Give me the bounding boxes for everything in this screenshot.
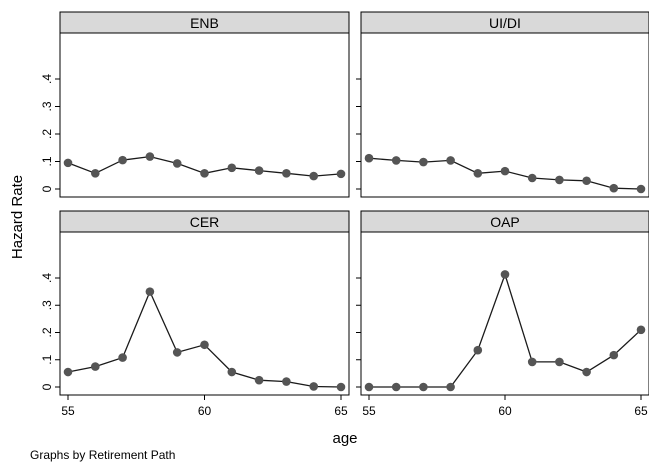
y-tick-label: .3 bbox=[40, 300, 54, 310]
data-point bbox=[364, 153, 374, 163]
x-tick-label: 60 bbox=[498, 404, 512, 418]
data-point bbox=[527, 173, 537, 183]
data-point bbox=[91, 362, 100, 371]
y-tick-label: .3 bbox=[40, 101, 54, 111]
data-point bbox=[419, 157, 428, 167]
data-point bbox=[391, 382, 401, 392]
data-point bbox=[555, 175, 564, 185]
y-tick-label: .2 bbox=[40, 327, 54, 337]
data-point bbox=[227, 163, 237, 173]
panel-cer: CER 0 .1 .2 .3 .4 55 60 65 bbox=[40, 210, 350, 418]
data-point bbox=[419, 382, 428, 392]
data-point bbox=[364, 382, 374, 392]
data-point bbox=[172, 159, 182, 168]
data-point bbox=[200, 169, 209, 178]
data-point bbox=[200, 340, 209, 350]
data-point bbox=[446, 156, 455, 165]
y-tick-label: .4 bbox=[40, 273, 54, 283]
data-point bbox=[582, 367, 591, 377]
y-tick-label: .1 bbox=[40, 156, 54, 166]
y-tick-label: .4 bbox=[40, 74, 54, 84]
data-point bbox=[446, 382, 455, 392]
x-axis-title: age bbox=[332, 430, 357, 447]
data-point bbox=[609, 183, 619, 193]
data-point bbox=[254, 375, 264, 385]
data-point bbox=[63, 158, 73, 168]
data-point bbox=[336, 382, 346, 392]
data-point bbox=[527, 357, 537, 367]
data-point bbox=[254, 166, 264, 175]
panel-ui-di: UI/DI bbox=[356, 11, 649, 198]
data-point bbox=[500, 270, 510, 279]
data-point bbox=[282, 377, 291, 386]
x-tick-label: 60 bbox=[198, 404, 212, 418]
y-tick-label: .1 bbox=[40, 354, 54, 364]
y-tick-label: 0 bbox=[40, 383, 54, 390]
data-point bbox=[636, 184, 646, 194]
plot-area bbox=[360, 231, 649, 396]
plot-area bbox=[59, 231, 350, 396]
y-axis-title: Hazard Rate bbox=[9, 175, 26, 259]
data-point bbox=[145, 152, 155, 161]
data-point bbox=[391, 156, 401, 165]
panel-title: CER bbox=[190, 214, 220, 230]
data-point bbox=[145, 287, 155, 296]
data-point bbox=[309, 382, 319, 391]
x-tick-label: 55 bbox=[61, 404, 75, 418]
data-point bbox=[282, 169, 291, 178]
data-point bbox=[555, 357, 564, 367]
data-point bbox=[118, 155, 127, 165]
data-point bbox=[582, 176, 591, 186]
panel-enb: ENB 0 .1 .2 .3 .4 bbox=[40, 11, 350, 198]
data-point bbox=[63, 367, 73, 377]
data-point bbox=[118, 353, 127, 362]
panel-title: ENB bbox=[190, 15, 219, 31]
panels-layer: ENB 0 .1 .2 .3 .4 UI/DI CER 0 .1 .2 .3 .4 55 60 65 OAP 55… bbox=[40, 11, 649, 418]
data-point bbox=[473, 345, 483, 355]
data-point bbox=[500, 166, 510, 176]
data-point bbox=[309, 171, 319, 181]
data-point bbox=[609, 350, 619, 360]
data-point bbox=[336, 169, 346, 179]
panel-title: UI/DI bbox=[489, 15, 521, 31]
data-point bbox=[91, 169, 100, 178]
data-point bbox=[636, 325, 646, 335]
data-point bbox=[227, 367, 237, 377]
x-tick-label: 55 bbox=[362, 404, 376, 418]
graphs-by-note: Graphs by Retirement Path bbox=[30, 448, 175, 462]
panel-title: OAP bbox=[490, 214, 520, 230]
data-point bbox=[473, 169, 483, 178]
panel-oap: OAP 55 60 65 bbox=[356, 210, 649, 418]
x-tick-label: 65 bbox=[334, 404, 348, 418]
data-point bbox=[172, 348, 182, 357]
x-tick-label: 65 bbox=[634, 404, 648, 418]
y-tick-label: .2 bbox=[40, 129, 54, 139]
y-tick-label: 0 bbox=[40, 185, 54, 192]
